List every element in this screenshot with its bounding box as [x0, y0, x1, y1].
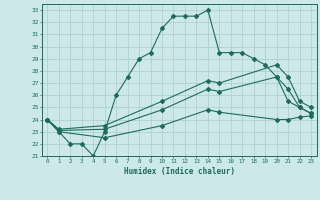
- X-axis label: Humidex (Indice chaleur): Humidex (Indice chaleur): [124, 167, 235, 176]
